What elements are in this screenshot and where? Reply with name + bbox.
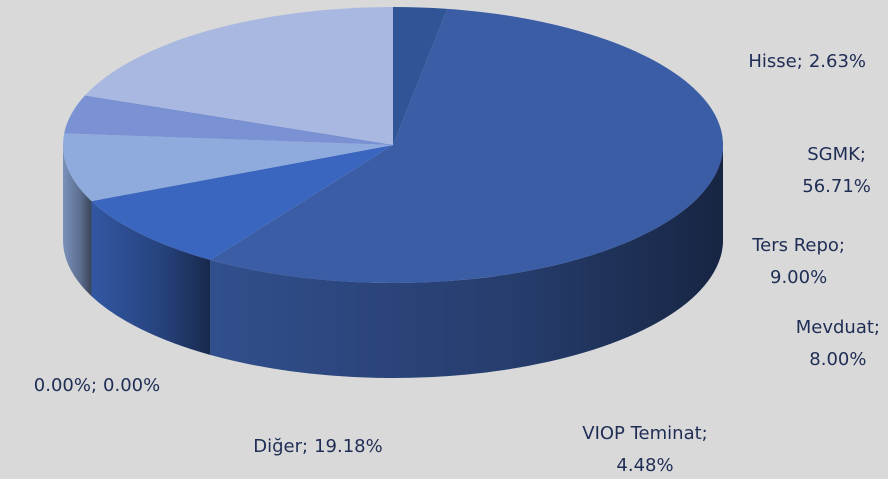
data-label: 8.00% [809,349,866,370]
data-label: Hisse; 2.63% [748,51,866,72]
label-separator: ; [839,235,845,256]
label-name: Diğer [253,436,302,457]
data-label: 0.00%; 0.00% [34,375,160,396]
slice-top [64,95,394,145]
label-name: VIOP Teminat [582,423,701,444]
label-name: Mevduat [796,317,874,338]
label-separator: ; [302,436,308,457]
label-name: 0.00% [34,375,91,396]
label-name: Hisse [748,51,796,72]
data-label: SGMK; [807,144,866,165]
slice-top [62,133,393,202]
data-label: Mevduat; [796,317,880,338]
label-separator: ; [860,144,866,165]
slice-side-shade [210,145,723,378]
label-name: SGMK [807,144,861,165]
label-value: 19.18% [314,436,383,457]
data-label: VIOP Teminat; [582,423,708,444]
slice-side-shade [91,201,211,355]
data-label: 4.48% [616,455,673,476]
label-separator: ; [702,423,708,444]
label-value: 2.63% [809,51,866,72]
slice-top [84,7,394,145]
label-separator: ; [874,317,880,338]
label-name: Ters Repo [751,235,839,256]
data-label: Ters Repo; [751,235,845,256]
slice-top [210,8,724,284]
slice-top [91,145,393,260]
slice-top [393,7,448,145]
data-label: 56.71% [802,176,871,197]
label-separator: ; [91,375,97,396]
label-value: 0.00% [103,375,160,396]
label-separator: ; [797,51,803,72]
data-label: Diğer; 19.18% [253,436,382,457]
slice-side-shade [63,145,92,297]
data-label: 9.00% [770,267,827,288]
